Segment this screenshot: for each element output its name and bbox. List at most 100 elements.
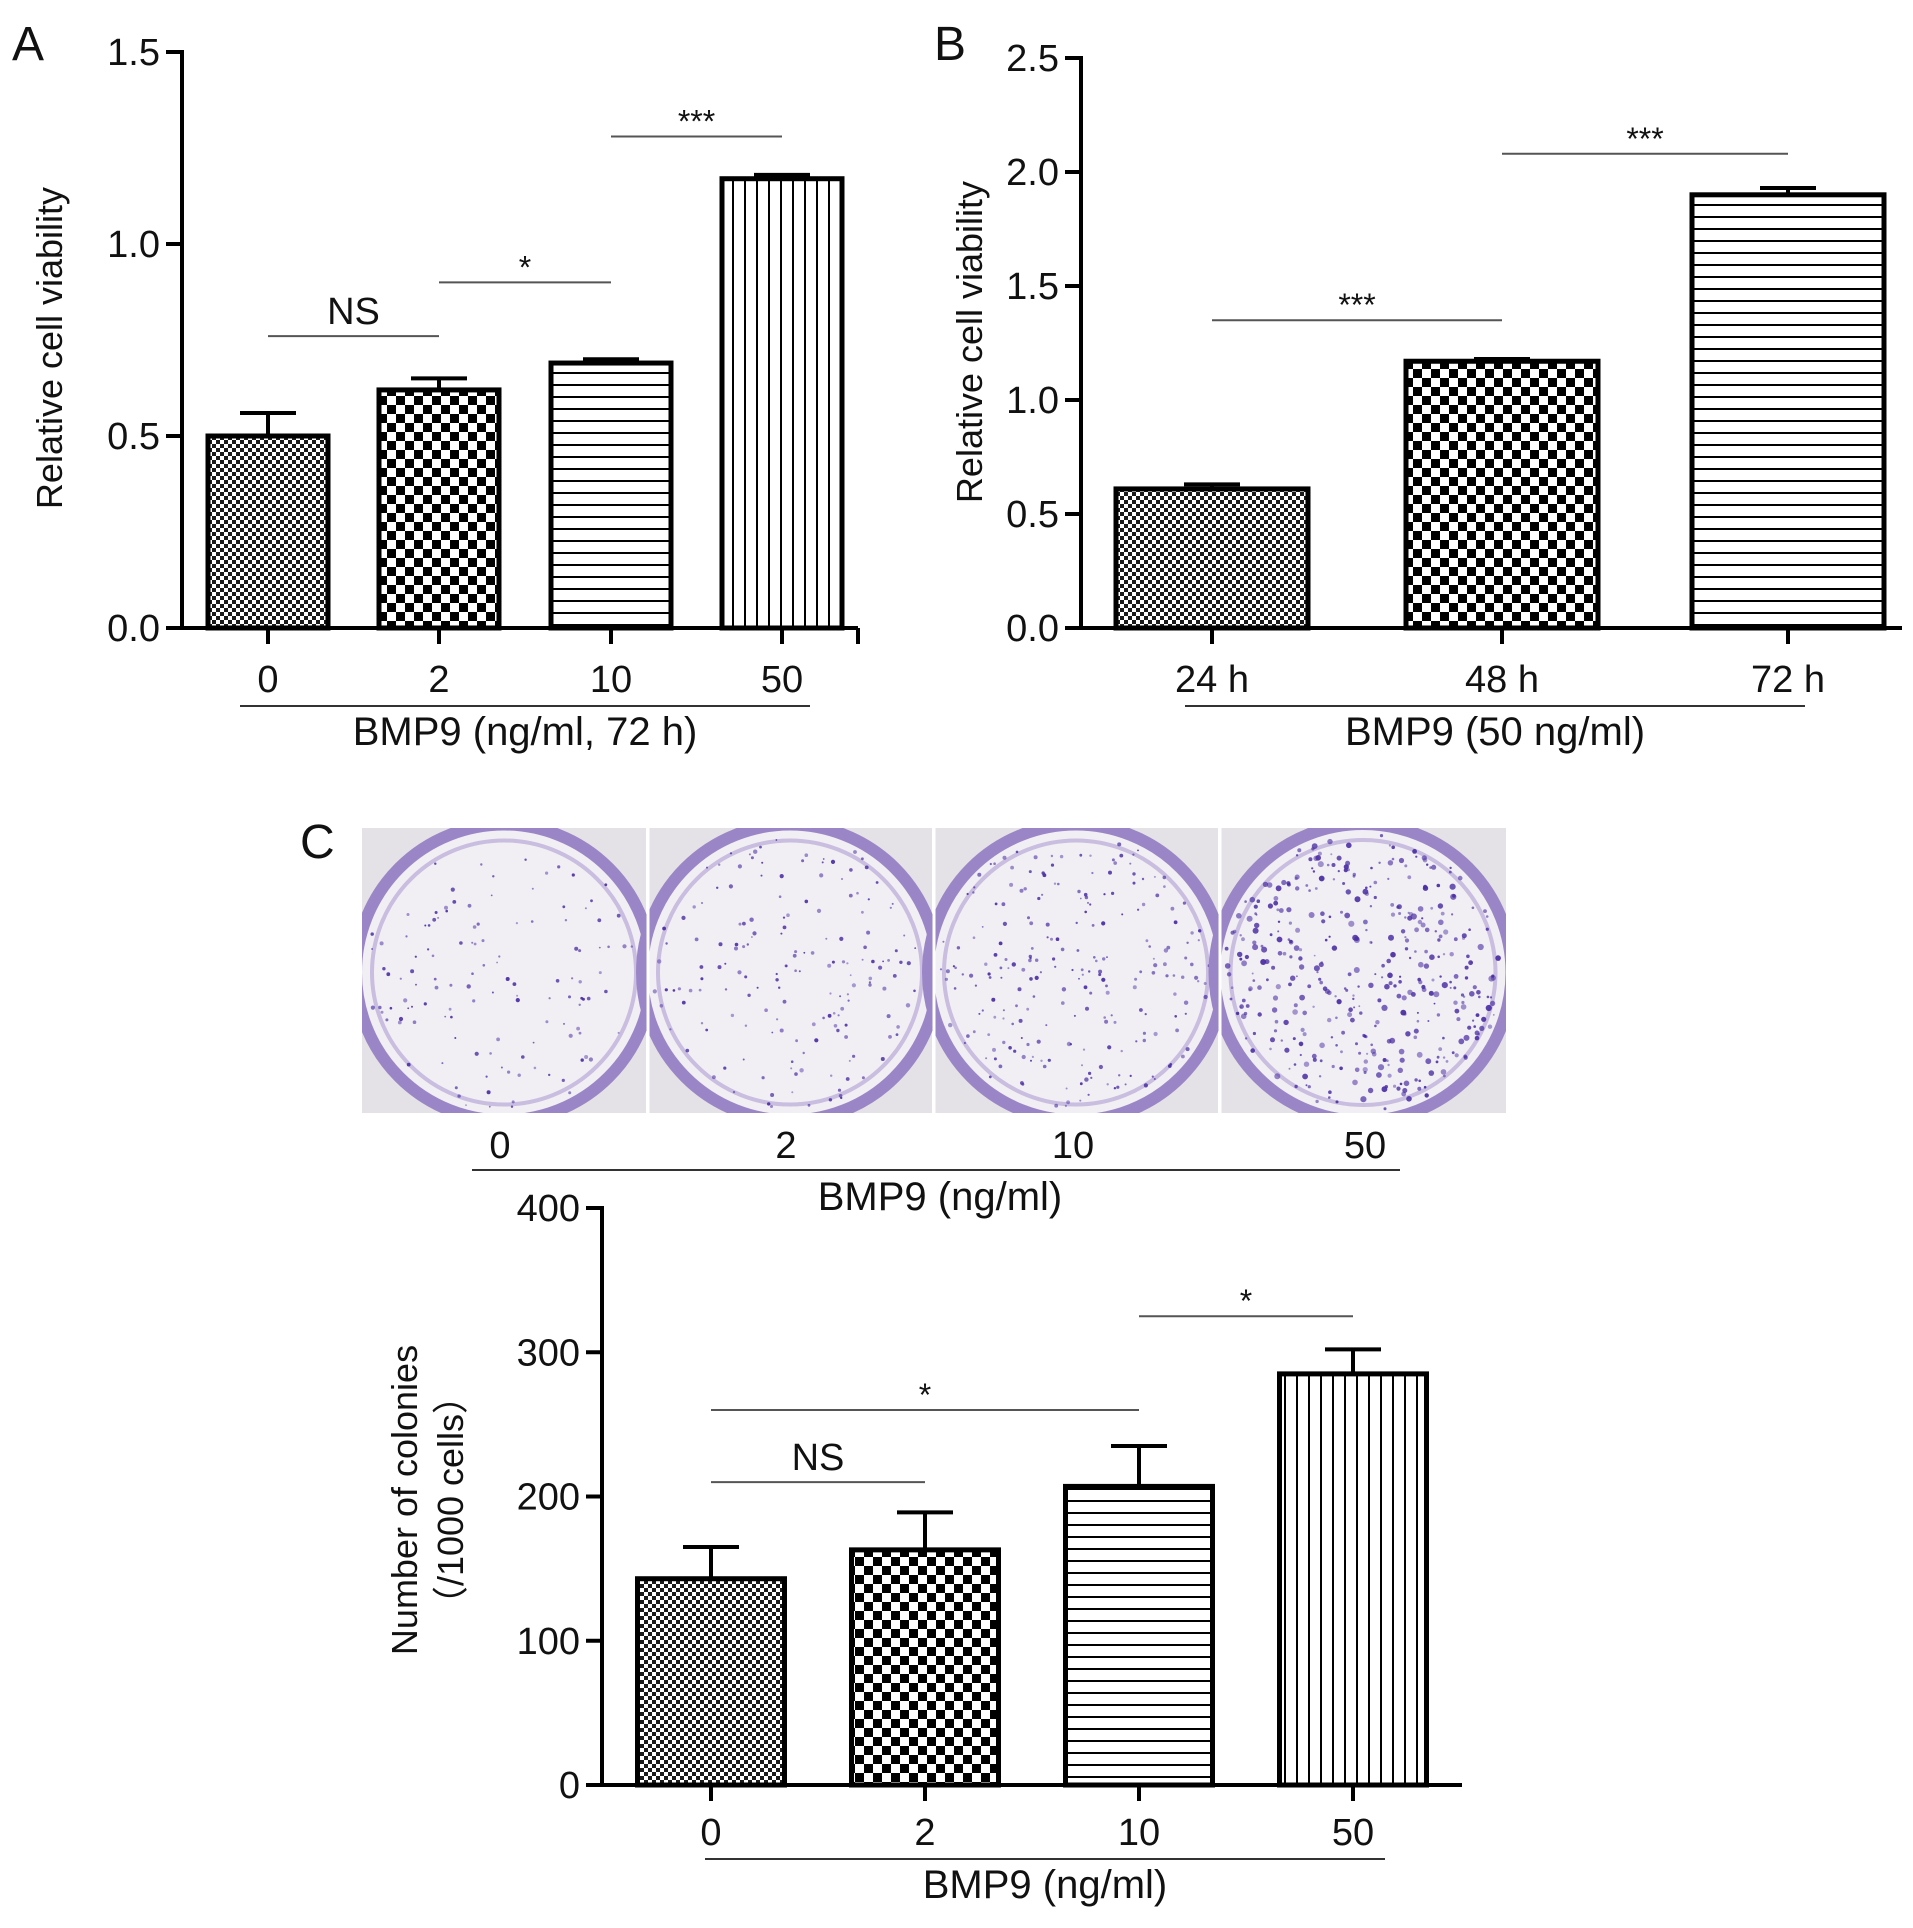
colony-dot: [1307, 984, 1312, 989]
colony-dot: [1239, 957, 1243, 961]
colony-dot: [548, 1073, 551, 1077]
colony-dot: [1203, 982, 1207, 985]
plate-axis-title: BMP9 (ng/ml): [818, 1175, 1063, 1219]
colony-dot: [1426, 863, 1429, 866]
colony-dot: [1345, 988, 1349, 992]
colony-dot: [1281, 879, 1287, 886]
colony-dot: [437, 916, 440, 919]
colony-dot: [1064, 1104, 1067, 1107]
panel-letter-a: A: [12, 18, 44, 71]
colony-dot: [775, 972, 778, 976]
colony-dot: [1412, 849, 1417, 854]
colony-dot: [685, 1048, 690, 1053]
colony-dot: [580, 996, 584, 1000]
colony-dot: [1313, 965, 1320, 972]
colony-dot: [1081, 973, 1084, 976]
colony-dot: [1383, 1107, 1387, 1111]
colony-dot: [1175, 1028, 1179, 1033]
colony-dot: [1477, 943, 1484, 951]
colony-dot: [1475, 1013, 1480, 1017]
colony-dot: [382, 967, 386, 971]
colony-dot: [1466, 954, 1470, 959]
colony-dot: [822, 1016, 825, 1020]
colony-dot: [839, 995, 842, 998]
bar-72h: [1689, 192, 1887, 631]
colony-dot: [1360, 1096, 1367, 1103]
colony-dot: [465, 1104, 467, 1106]
colony-dot: [1461, 1000, 1465, 1005]
colony-dot: [825, 937, 828, 940]
colony-dot: [1427, 1020, 1430, 1022]
colony-dot: [718, 942, 723, 947]
colony-dot: [845, 1077, 850, 1081]
colony-dot: [1299, 994, 1305, 1001]
colony-dot: [804, 853, 809, 857]
colony-dot: [385, 1018, 389, 1022]
colony-dot: [827, 963, 832, 968]
colony-dot: [1079, 1082, 1083, 1086]
colony-dot: [863, 945, 867, 950]
colony-dot: [1307, 1085, 1311, 1089]
colony-dot: [1284, 1047, 1290, 1053]
colony-dot: [810, 951, 815, 955]
colony-dot: [1035, 958, 1039, 962]
colony-dot: [379, 941, 384, 946]
colony-dot: [770, 1093, 775, 1097]
colony-dot: [1239, 1004, 1244, 1009]
colony-dot: [844, 1035, 848, 1039]
colony-dot: [849, 868, 853, 872]
colony-dot: [1335, 1100, 1339, 1104]
colony-dot: [1098, 1064, 1103, 1070]
colony-dot: [1319, 1042, 1325, 1049]
colony-dot: [724, 962, 727, 965]
colony-dot: [677, 987, 682, 991]
colony-dot: [1353, 1006, 1356, 1009]
colony-dot: [966, 1034, 970, 1038]
colony-dot: [705, 1028, 709, 1032]
colony-dot: [730, 1013, 735, 1018]
colony-dot: [1248, 988, 1252, 992]
colony-dot: [1375, 1020, 1380, 1025]
colony-dot: [1065, 1087, 1068, 1090]
colony-dot: [1000, 976, 1003, 979]
colony-dot: [378, 1005, 382, 1010]
colony-dot: [775, 839, 778, 841]
colony-dot: [1020, 1037, 1023, 1039]
colony-dot: [1404, 916, 1407, 919]
colony-dot: [1194, 975, 1199, 980]
colony-dot: [1082, 1048, 1086, 1051]
colony-dot: [848, 893, 853, 898]
colony-dot: [1363, 1059, 1369, 1064]
colony-dot: [1334, 995, 1337, 998]
colony-dot: [846, 993, 850, 996]
colony-dot: [954, 966, 957, 970]
colony-dot: [1398, 980, 1402, 984]
colony-dot: [861, 910, 864, 914]
colony-dot: [449, 983, 453, 987]
colony-dot: [1476, 990, 1481, 995]
colony-dot: [987, 1033, 991, 1036]
colony-dot: [1244, 1037, 1248, 1040]
colony-dot: [1365, 928, 1368, 932]
colony-dot: [1425, 1058, 1432, 1065]
colony-dot: [1071, 968, 1074, 972]
colony-dot: [1341, 1030, 1345, 1035]
colony-dot: [749, 917, 754, 922]
colony-dot: [782, 925, 787, 930]
colony-dot: [471, 941, 474, 944]
colony-dot: [770, 1105, 773, 1108]
colony-dot: [1294, 1084, 1298, 1089]
colony-dot: [1274, 1073, 1281, 1080]
colony-dot: [1396, 905, 1400, 909]
colony-dot: [701, 902, 703, 904]
colony-dot: [441, 1062, 444, 1065]
colony-dot: [978, 1012, 981, 1015]
colony-dot: [1085, 1006, 1089, 1011]
plate-axis: 0 2 10 50 BMP9 (ng/ml): [472, 1125, 1400, 1219]
y-tick-label: 200: [517, 1477, 580, 1519]
colony-dot: [1098, 973, 1102, 977]
colony-dot: [1057, 882, 1060, 886]
colony-dot: [1296, 975, 1298, 978]
colony-dot: [1318, 977, 1322, 981]
